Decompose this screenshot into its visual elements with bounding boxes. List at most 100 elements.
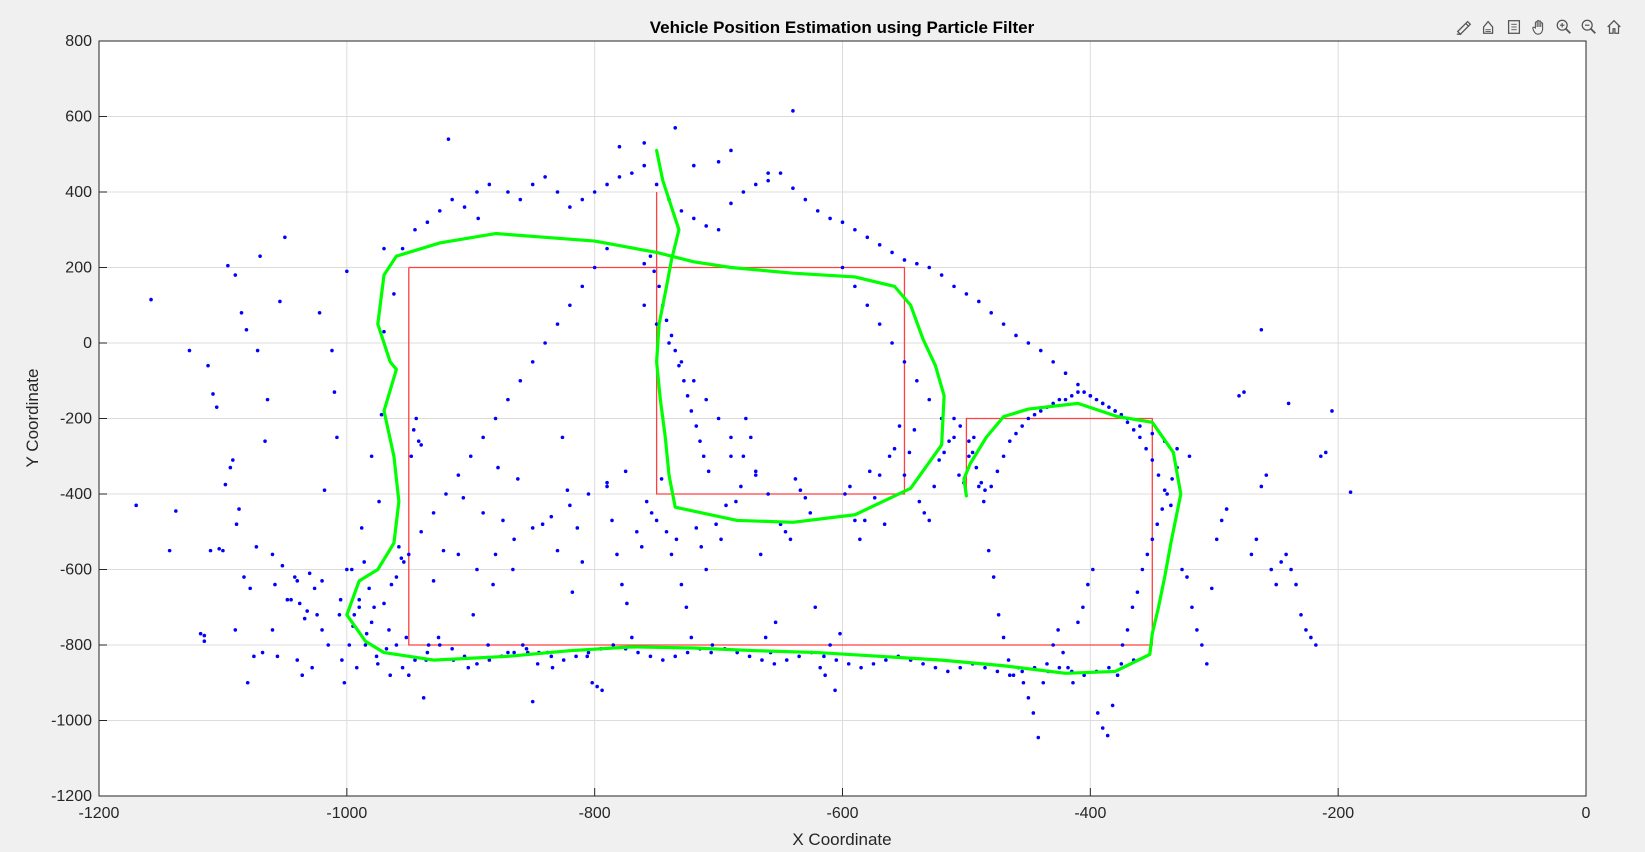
particle-point <box>642 141 647 145</box>
particle-point <box>1259 327 1264 332</box>
data-tips-icon[interactable] <box>1478 16 1500 38</box>
home-icon[interactable] <box>1603 16 1625 38</box>
particle-point <box>747 654 752 659</box>
particle-point <box>692 163 696 168</box>
brush-icon[interactable] <box>1453 16 1475 38</box>
particle-point <box>859 665 863 670</box>
particle-point <box>586 492 591 496</box>
particle-point <box>605 484 609 489</box>
zoom-out-icon[interactable] <box>1578 16 1600 38</box>
particle-point <box>958 424 963 428</box>
particle-point <box>741 454 746 459</box>
particle-point <box>406 552 411 557</box>
particle-point <box>486 643 490 647</box>
particle-point <box>674 537 679 542</box>
particle-point <box>1170 477 1174 481</box>
particle-point <box>437 643 442 647</box>
pan-icon[interactable] <box>1528 16 1550 38</box>
particle-point <box>198 631 203 636</box>
particle-point <box>273 582 277 587</box>
particle-point <box>661 658 665 662</box>
particle-point <box>636 650 640 655</box>
legend-icon[interactable] <box>1503 16 1525 38</box>
particle-point <box>689 635 694 640</box>
particle-point <box>902 360 907 364</box>
particle-point <box>392 292 396 296</box>
zoom-in-icon[interactable] <box>1553 16 1575 38</box>
particle-point <box>330 348 334 353</box>
particle-point <box>237 507 241 511</box>
particle-point <box>865 303 870 308</box>
particle-point <box>359 526 364 530</box>
particle-point <box>244 327 249 332</box>
particle-point <box>1237 394 1241 398</box>
particle-point <box>461 495 466 500</box>
particle-point <box>354 665 359 670</box>
particle-point <box>379 412 384 417</box>
particle-point <box>1269 567 1274 572</box>
particle-point <box>263 439 267 443</box>
particle-point <box>1155 522 1160 526</box>
x-tick-label: -1200 <box>79 805 120 822</box>
particle-point <box>1195 628 1199 632</box>
particle-point <box>667 341 671 345</box>
particle-point <box>543 341 547 345</box>
particle-point <box>1323 450 1328 455</box>
particle-point <box>214 405 219 409</box>
particle-point <box>255 348 260 353</box>
particle-point <box>187 348 192 353</box>
particle-point <box>778 171 783 175</box>
particle-point <box>585 654 590 659</box>
particle-point <box>694 526 699 530</box>
particle-point <box>927 397 932 402</box>
y-tick-label: -800 <box>60 637 92 654</box>
particle-point <box>555 322 560 326</box>
particle-point <box>1001 454 1006 459</box>
particle-point <box>664 318 669 323</box>
particle-point <box>1026 341 1031 345</box>
x-tick-label: 0 <box>1582 805 1591 822</box>
particle-point <box>648 654 653 659</box>
particle-point <box>481 435 485 440</box>
particle-point <box>342 680 347 685</box>
particle-point <box>347 643 352 647</box>
particle-point <box>652 269 656 274</box>
particle-point <box>468 454 473 459</box>
x-tick-label: -1000 <box>326 805 367 822</box>
particle-point <box>595 684 599 689</box>
particle-point <box>639 545 644 549</box>
particle-point <box>1001 322 1006 326</box>
particle-point <box>1259 484 1264 489</box>
particle-point <box>377 499 381 504</box>
particle-point <box>1091 567 1095 572</box>
particle-point <box>822 654 826 659</box>
particle-point <box>462 205 467 209</box>
particle-point <box>699 545 704 549</box>
x-axis-label: X Coordinate <box>792 830 891 849</box>
particle-point <box>673 348 678 353</box>
particle-point <box>580 560 585 564</box>
particle-point <box>669 333 674 338</box>
particle-point <box>684 605 689 610</box>
particle-point <box>704 224 708 228</box>
particle-point <box>1056 628 1060 632</box>
particle-point <box>1264 473 1269 477</box>
particle-point <box>1094 397 1099 402</box>
particle-point <box>902 258 907 262</box>
particle-point <box>921 662 925 666</box>
particle-point <box>714 522 718 526</box>
particle-point <box>907 450 912 455</box>
particle-point <box>623 469 628 474</box>
particle-point <box>679 582 684 587</box>
particle-point <box>400 665 405 670</box>
particle-point <box>149 297 153 302</box>
particle-point <box>382 329 386 334</box>
particle-point <box>586 650 591 655</box>
particle-point <box>617 144 622 149</box>
particle-point <box>456 473 461 477</box>
particle-point <box>493 552 498 557</box>
particle-point <box>1187 454 1192 459</box>
particle-point <box>280 563 285 568</box>
particle-point <box>958 665 963 670</box>
particle-point <box>1169 503 1173 508</box>
